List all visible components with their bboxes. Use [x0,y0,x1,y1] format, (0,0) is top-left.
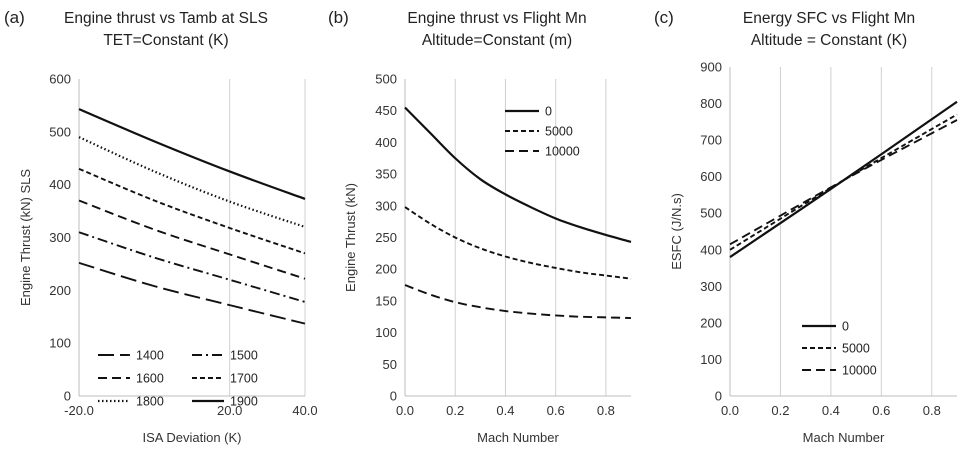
x-tick-label: 40.0 [292,403,317,418]
y-tick-label: 600 [49,72,71,87]
series-line-1800 [78,136,306,228]
x-tick-label: 0.8 [923,403,941,418]
y-tick-label: 150 [375,293,397,308]
legend-label: 0 [545,105,552,119]
y-tick-label: 700 [700,133,722,148]
x-tick-label: 0.2 [446,403,464,418]
series-line-1400 [78,261,306,325]
legend-label: 10000 [842,364,877,378]
legend-label: 1800 [136,395,164,409]
y-tick-label: 200 [375,262,397,277]
panel-a: (a) Engine thrust vs Tamb at SLS TET=Const… [4,8,318,445]
x-tick-label: 0.0 [721,403,739,418]
y-tick-label: 100 [700,352,722,367]
chart-subtitle: Altitude = Constant (K) [751,32,907,49]
panel-c: (c) Energy SFC vs Flight Mn Altitude = Con… [654,8,958,445]
legend-label: 1500 [230,349,258,363]
y-tick-label: 400 [700,242,722,257]
series-line-1900 [78,108,306,200]
y-axis-label: ESFC (J/N.s) [669,193,684,270]
y-tick-label: 300 [700,279,722,294]
series-line-1700 [78,167,306,255]
legend-label: 5000 [545,125,573,139]
x-axis-label: Mach Number [803,430,885,445]
chart-title: Engine thrust vs Flight Mn [407,10,586,27]
x-tick-label: 0.4 [496,403,514,418]
panel-label: (b) [328,8,349,27]
y-tick-label: 100 [375,325,397,340]
y-axis-label: Engine Thrust (kN) [343,183,358,292]
y-tick-label: 500 [375,72,397,87]
legend-label: 10000 [545,145,580,159]
legend-label: 5000 [842,342,870,356]
series-line-10000 [404,284,632,319]
legend-label: 1900 [230,395,258,409]
y-tick-label: 0 [715,389,722,404]
series-line-5000 [729,113,958,251]
y-tick-label: 200 [49,283,71,298]
panel-label: (c) [654,8,674,27]
x-tick-label: 0.4 [822,403,840,418]
x-tick-label: 0.6 [872,403,890,418]
y-tick-label: 600 [700,169,722,184]
legend-label: 0 [842,320,849,334]
chart-subtitle: TET=Constant (K) [103,32,228,49]
series-line-0 [404,106,632,243]
y-tick-label: 400 [49,177,71,192]
y-tick-label: 400 [375,135,397,150]
y-tick-label: 450 [375,103,397,118]
x-tick-label: 20.0 [217,403,242,418]
y-tick-label: 900 [700,60,722,75]
panel-label: (a) [4,8,25,27]
x-tick-label: 0.0 [396,403,414,418]
legend-label: 1400 [136,349,164,363]
x-axis-label: ISA Deviation (K) [143,430,242,445]
panel-b: (b) Engine thrust vs Flight Mn Altitude=Co… [328,8,632,445]
y-tick-label: 250 [375,230,397,245]
y-tick-label: 800 [700,96,722,111]
series-line-1500 [78,231,306,303]
legend-label: 1700 [230,372,258,386]
y-tick-label: 500 [700,206,722,221]
y-axis-label: Engine Thrust (kN) SLS [18,169,33,306]
y-tick-label: 300 [49,230,71,245]
y-tick-label: 50 [383,357,397,372]
chart-subtitle: Altitude=Constant (m) [422,32,572,49]
y-tick-label: 300 [375,198,397,213]
series-line-1600 [78,199,306,280]
series-line-10000 [729,119,958,246]
y-tick-label: 0 [64,389,71,404]
y-tick-label: 0 [390,389,397,404]
series-line-5000 [404,206,632,280]
y-tick-label: 350 [375,167,397,182]
x-tick-label: -20.0 [64,403,94,418]
y-tick-label: 500 [49,124,71,139]
y-tick-label: 200 [700,315,722,330]
x-tick-label: 0.8 [597,403,615,418]
x-tick-label: 0.6 [547,403,565,418]
chart-title: Energy SFC vs Flight Mn [743,10,915,27]
legend-label: 1600 [136,372,164,386]
chart-title: Engine thrust vs Tamb at SLS [64,10,268,27]
y-tick-label: 100 [49,336,71,351]
x-tick-label: 0.2 [771,403,789,418]
x-axis-label: Mach Number [477,430,559,445]
